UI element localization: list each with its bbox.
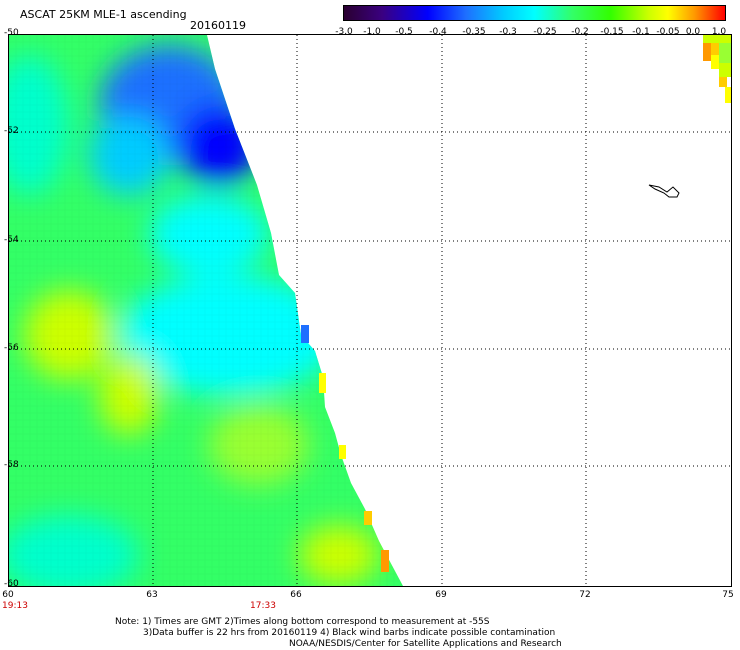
chart-date: 20160119: [190, 19, 246, 32]
colorbar-label: -0.3: [499, 27, 517, 37]
colorbar-label: -3.0: [335, 27, 353, 37]
swath-fragment-east: [703, 35, 731, 103]
edge-pixel: [381, 550, 389, 572]
colorbar-label: -0.4: [429, 27, 447, 37]
edge-pixel: [301, 325, 309, 343]
time-label: 19:13: [2, 601, 28, 611]
colorbar-label: -0.35: [462, 27, 486, 37]
colorbar: [343, 5, 726, 21]
lat-label: -52: [4, 126, 19, 136]
edge-pixel: [364, 511, 372, 525]
colorbar-label: -0.05: [656, 27, 680, 37]
colorbar-label: -0.1: [632, 27, 650, 37]
lat-label: -60: [4, 579, 19, 589]
lon-label: 66: [290, 590, 302, 600]
lon-label: 60: [2, 590, 14, 600]
map-plot-area: [8, 34, 732, 587]
lon-label: 75: [722, 590, 734, 600]
colorbar-label: 1.0: [711, 27, 727, 37]
map-grid: [9, 35, 731, 586]
note-line-2: 3)Data buffer is 22 hrs from 20160119 4)…: [143, 628, 556, 638]
lon-label: 69: [435, 590, 447, 600]
island-outline: [648, 184, 680, 198]
edge-pixel: [339, 445, 346, 459]
colorbar-label: -0.15: [600, 27, 624, 37]
colorbar-label: -1.0: [363, 27, 381, 37]
chart-title: ASCAT 25KM MLE-1 ascending: [20, 8, 187, 21]
colorbar-label: -0.2: [571, 27, 589, 37]
wind-swath: [9, 35, 403, 586]
colorbar-label: -0.5: [395, 27, 413, 37]
lon-label: 63: [146, 590, 158, 600]
lat-label: -56: [4, 343, 19, 353]
lat-label: -54: [4, 235, 19, 245]
lat-label: -58: [4, 460, 19, 470]
time-label: 17:33: [250, 601, 276, 611]
colorbar-label: 0.0: [685, 27, 701, 37]
note-line-1: Note: 1) Times are GMT 2)Times along bot…: [115, 617, 490, 627]
edge-pixel: [319, 373, 326, 393]
lat-label: -50: [4, 28, 19, 38]
colorbar-label: -0.25: [533, 27, 557, 37]
lon-label: 72: [579, 590, 591, 600]
note-line-3: NOAA/NESDIS/Center for Satellite Applica…: [289, 639, 562, 649]
map-svg: [9, 35, 731, 586]
